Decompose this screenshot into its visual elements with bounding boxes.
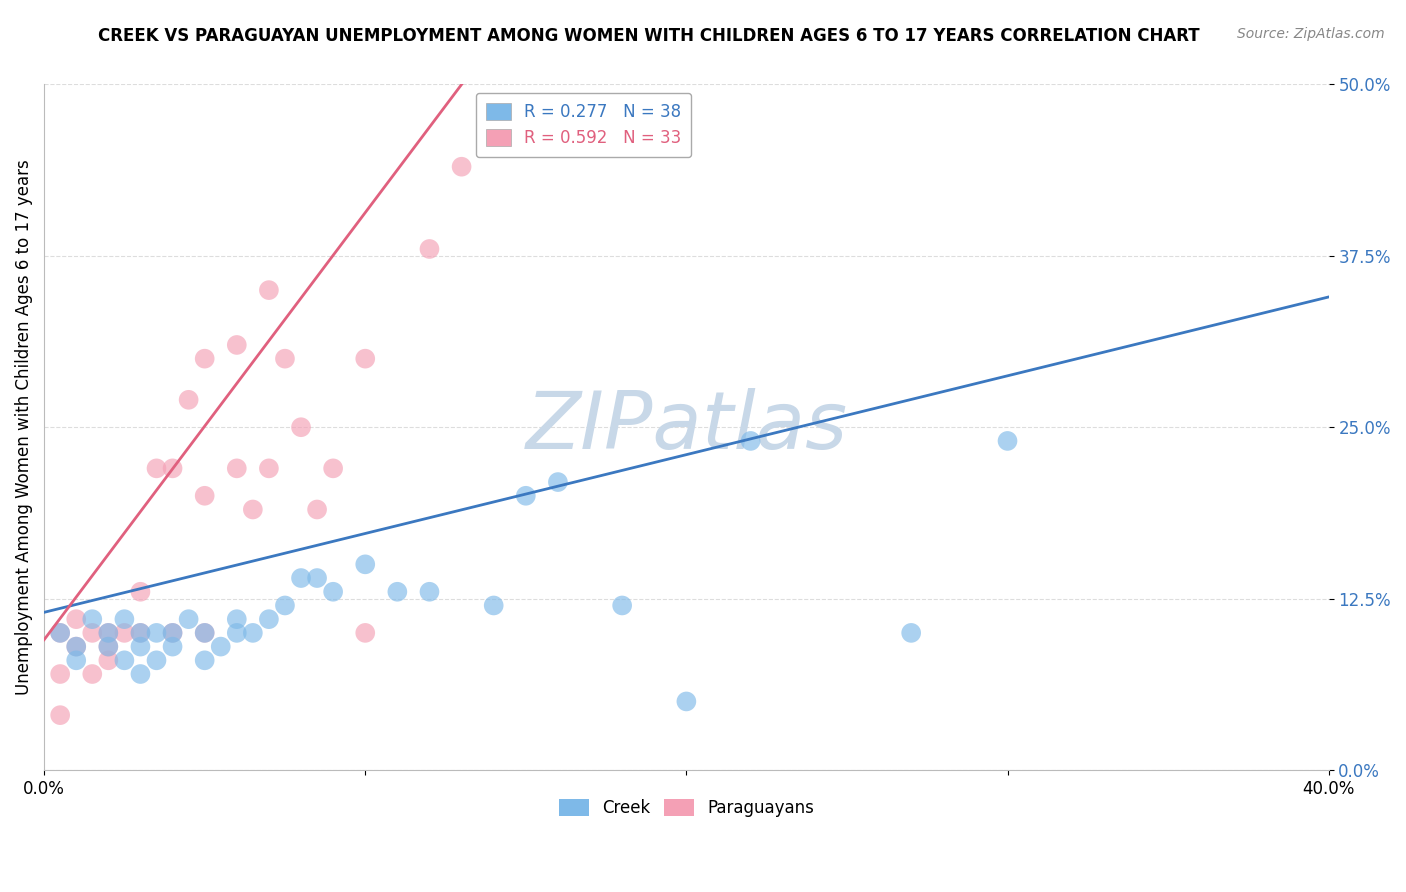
Point (900, 626, 922, 640)
Point (82, 612, 104, 626)
Point (290, 571, 312, 585)
Point (322, 584, 344, 599)
Point (387, 584, 409, 599)
Point (129, 626, 152, 640)
Point (145, 626, 167, 640)
Point (274, 599, 297, 613)
Point (307, 502, 329, 516)
Point (82, 626, 104, 640)
Point (49, 708, 72, 723)
Point (257, 283, 280, 297)
Point (194, 653, 217, 667)
Point (65, 653, 87, 667)
Point (225, 461, 247, 475)
Point (225, 626, 247, 640)
Point (129, 626, 152, 640)
Point (482, 599, 505, 613)
Point (112, 626, 135, 640)
Point (354, 626, 377, 640)
Point (322, 461, 344, 475)
Point (49, 667, 72, 681)
Point (97, 640, 120, 654)
Point (675, 694, 697, 708)
Point (129, 584, 152, 599)
Point (307, 571, 329, 585)
Point (97, 626, 120, 640)
Point (194, 626, 217, 640)
Point (49, 626, 72, 640)
Point (162, 640, 184, 654)
Point (610, 599, 633, 613)
Point (209, 640, 232, 654)
Point (97, 640, 120, 654)
Point (997, 434, 1019, 448)
Point (65, 640, 87, 654)
Point (547, 475, 569, 489)
Point (515, 489, 537, 503)
Point (194, 351, 217, 366)
Point (65, 612, 87, 626)
Legend: Creek, Paraguayans: Creek, Paraguayans (553, 792, 821, 823)
Point (194, 489, 217, 503)
Point (418, 584, 440, 599)
Point (145, 461, 167, 475)
Y-axis label: Unemployment Among Women with Children Ages 6 to 17 years: Unemployment Among Women with Children A… (15, 160, 32, 695)
Point (740, 434, 762, 448)
Point (162, 461, 184, 475)
Point (257, 612, 280, 626)
Point (257, 461, 280, 475)
Point (225, 612, 247, 626)
Point (97, 653, 120, 667)
Text: ZIPatlas: ZIPatlas (526, 388, 848, 467)
Point (194, 626, 217, 640)
Point (354, 558, 377, 572)
Point (129, 640, 152, 654)
Point (112, 612, 135, 626)
Point (97, 626, 120, 640)
Point (274, 351, 297, 366)
Text: CREEK VS PARAGUAYAN UNEMPLOYMENT AMONG WOMEN WITH CHILDREN AGES 6 TO 17 YEARS CO: CREEK VS PARAGUAYAN UNEMPLOYMENT AMONG W… (98, 27, 1201, 45)
Point (145, 653, 167, 667)
Point (162, 626, 184, 640)
Text: Source: ZipAtlas.com: Source: ZipAtlas.com (1237, 27, 1385, 41)
Point (242, 502, 264, 516)
Point (49, 626, 72, 640)
Point (418, 242, 440, 256)
Point (129, 667, 152, 681)
Point (225, 338, 247, 352)
Point (242, 626, 264, 640)
Point (65, 640, 87, 654)
Point (290, 420, 312, 434)
Point (354, 351, 377, 366)
Point (112, 653, 135, 667)
Point (162, 626, 184, 640)
Point (177, 612, 200, 626)
Point (177, 392, 200, 407)
Point (82, 667, 104, 681)
Point (450, 160, 472, 174)
